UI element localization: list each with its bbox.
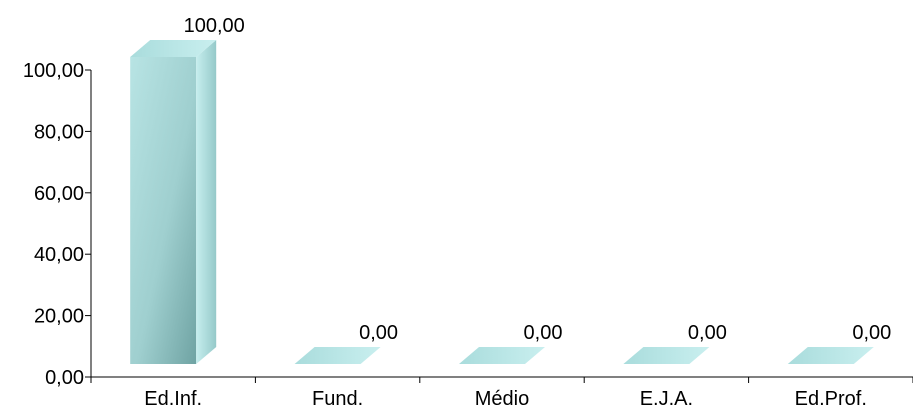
category-labels: Ed.Inf. Fund. Médio E.J.A. Ed.Prof. bbox=[144, 388, 867, 410]
bar bbox=[294, 347, 381, 364]
bar bbox=[130, 40, 217, 364]
data-label: 100,00 bbox=[184, 15, 245, 37]
category-label: Fund. bbox=[312, 388, 363, 410]
y-tick-label: 100,00 bbox=[23, 60, 84, 82]
bar-top-face bbox=[787, 347, 874, 364]
y-tick-label: 40,00 bbox=[34, 244, 84, 266]
x-axis-ticks bbox=[90, 377, 913, 383]
bar-front-face bbox=[130, 57, 197, 364]
bar-top-face bbox=[130, 40, 217, 57]
category-label: Médio bbox=[475, 388, 529, 410]
data-label: 0,00 bbox=[688, 322, 727, 344]
category-label: Ed.Inf. bbox=[144, 388, 202, 410]
data-label: 0,00 bbox=[524, 322, 563, 344]
y-tick-label: 20,00 bbox=[34, 306, 84, 328]
bars bbox=[130, 40, 874, 364]
category-label: Ed.Prof. bbox=[795, 388, 867, 410]
y-tick-label: 0,00 bbox=[45, 367, 84, 389]
bar bbox=[787, 347, 874, 364]
y-tick-label: 60,00 bbox=[34, 183, 84, 205]
bar bbox=[623, 347, 710, 364]
data-label: 0,00 bbox=[852, 322, 891, 344]
y-tick-label: 80,00 bbox=[34, 121, 84, 143]
bar-top-face bbox=[459, 347, 545, 364]
bar-top-face bbox=[623, 347, 710, 364]
axes bbox=[90, 70, 913, 378]
y-axis-ticks: 0,00 20,00 40,00 60,00 80,00 100,00 bbox=[23, 60, 91, 389]
data-label: 0,00 bbox=[359, 322, 398, 344]
bar-top-face bbox=[294, 347, 381, 364]
bar-side-face bbox=[196, 40, 217, 364]
data-labels: 100,00 0,00 0,00 0,00 0,00 bbox=[184, 15, 892, 344]
category-label: E.J.A. bbox=[640, 388, 693, 410]
bar bbox=[459, 347, 545, 364]
